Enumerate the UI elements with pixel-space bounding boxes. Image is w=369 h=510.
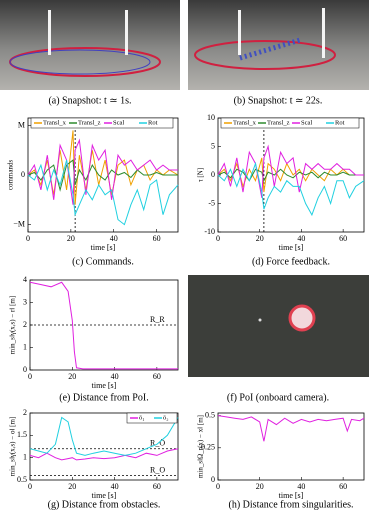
legend-label: Transl_x [233,119,257,126]
y-tick-label: 0 [211,170,215,179]
y-tick-label: 4 [23,275,27,284]
x-tick-label: 40 [111,482,119,491]
x-tick-label: 40 [297,482,305,491]
series-line [27,159,178,192]
caption: (d) Force feedback. [252,256,330,267]
y-tick-label: -5 [208,198,215,207]
legend-label: Rot [148,119,158,126]
caption: (g) Distance from obstacles. [48,499,161,510]
caption: (e) Distance from PoI. [59,392,148,403]
reference-label: R_R [150,315,165,324]
x-axis-label: time [s] [279,491,304,500]
y-axis-label: min_s‖γ(x,s) − o‖ [m] [9,417,17,477]
legend-box [220,117,360,129]
x-tick-label: 0 [28,372,32,381]
y-axis-label: min_s‖γ(x,s) − r‖ [m] [9,296,17,354]
y-tick-label: 1 [23,342,27,351]
y-tick-label: −M [13,219,25,228]
x-tick-label: 60 [339,234,347,243]
y-tick-label: 2 [23,320,27,329]
y-axis-label: τ [N] [197,168,205,182]
series-line [217,161,365,217]
plot-frame [29,412,179,481]
series-line [27,159,179,226]
y-tick-label: 5 [211,141,215,150]
y-tick-label: 1.5 [17,430,27,439]
x-tick-label: 0 [216,234,220,243]
x-tick-label: 40 [110,234,118,243]
legend-box [126,412,178,424]
x-tick-label: 0 [28,482,32,491]
x-tick-label: 20 [68,372,76,381]
x-tick-label: 0 [216,482,220,491]
reference-label: R_O [150,465,165,474]
x-axis-label: time [s] [92,491,117,500]
x-tick-label: 20 [256,482,264,491]
y-tick-label: 2 [23,408,27,417]
caption: (f) PoI (onboard camera). [227,392,329,403]
y-tick-label: 0 [211,475,215,484]
y-tick-label: 0 [21,170,25,179]
y-tick-label: 3 [23,297,27,306]
x-tick-label: 60 [339,482,347,491]
y-axis-label: min_s‖Ω_r(x) − x‖ [m] [197,415,205,478]
legend-label: ō₁ [139,414,145,421]
legend-label: Transl_z [78,119,101,126]
legend-label: Rot [335,119,345,126]
caption: (a) Snapshot: t ≃ 1s. [48,95,131,106]
series-line [29,416,179,456]
x-tick-label: 60 [153,372,161,381]
caption: (c) Commands. [72,256,134,267]
series-line [217,168,364,183]
caption: (h) Distance from singularities. [229,499,354,510]
x-tick-label: 60 [153,234,161,243]
x-tick-label: 20 [256,234,264,243]
y-tick-label: 0.25 [201,443,215,452]
legend-label: Scal [113,119,124,126]
x-tick-label: 40 [297,234,305,243]
series-line [27,138,178,205]
x-tick-label: 20 [67,234,75,243]
x-axis-label: time [s] [92,381,117,390]
photo-b [188,0,369,90]
legend-label: Transl_x [43,119,67,126]
y-tick-label: 0 [23,365,27,374]
series-line [29,281,178,370]
y-tick-label: 0.5 [205,410,215,419]
legend-box [30,117,174,129]
x-tick-label: 20 [68,482,76,491]
photo-f [188,275,369,377]
series-line [217,415,365,442]
caption: (b) Snapshot: t ≃ 22s. [234,95,323,106]
x-tick-label: 0 [26,234,30,243]
y-tick-label: -10 [204,227,215,236]
y-tick-label: M [18,120,25,129]
y-tick-label: 10 [207,113,215,122]
legend-label: Transl_z [267,119,290,126]
y-axis-label: commands [7,160,15,191]
x-axis-label: time [s] [91,243,116,252]
series-line [217,144,364,198]
x-tick-label: 40 [111,372,119,381]
y-tick-label: 1 [23,452,27,461]
photo-a [0,0,180,90]
plot-frame [217,412,365,481]
legend-label: Scal [301,119,312,126]
legend-label: ō₂ [163,414,169,421]
series-line [29,448,179,461]
y-tick-label: 0.5 [17,475,27,484]
x-tick-label: 60 [153,482,161,491]
x-axis-label: time [s] [279,243,304,252]
